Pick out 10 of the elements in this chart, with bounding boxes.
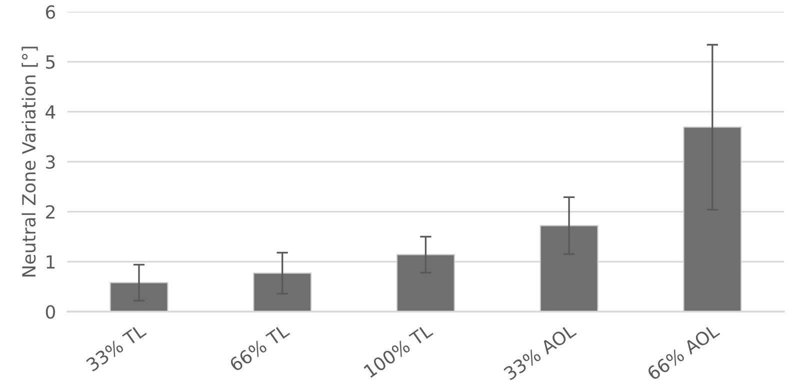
y-tick-label: 0 xyxy=(46,305,56,319)
y-tick-label: 3 xyxy=(46,155,55,169)
y-tick-label: 4 xyxy=(46,105,56,119)
y-tick-label: 5 xyxy=(46,55,55,69)
y-tick-label: 1 xyxy=(46,255,55,269)
y-tick-label: 2 xyxy=(46,205,54,219)
y-axis-title: Neutral Zone Variation [°] xyxy=(22,46,38,276)
y-tick-label: 6 xyxy=(46,5,56,19)
x-tick-label: 66% AOL xyxy=(646,323,720,381)
x-tick-label: 66% TL xyxy=(228,323,290,372)
